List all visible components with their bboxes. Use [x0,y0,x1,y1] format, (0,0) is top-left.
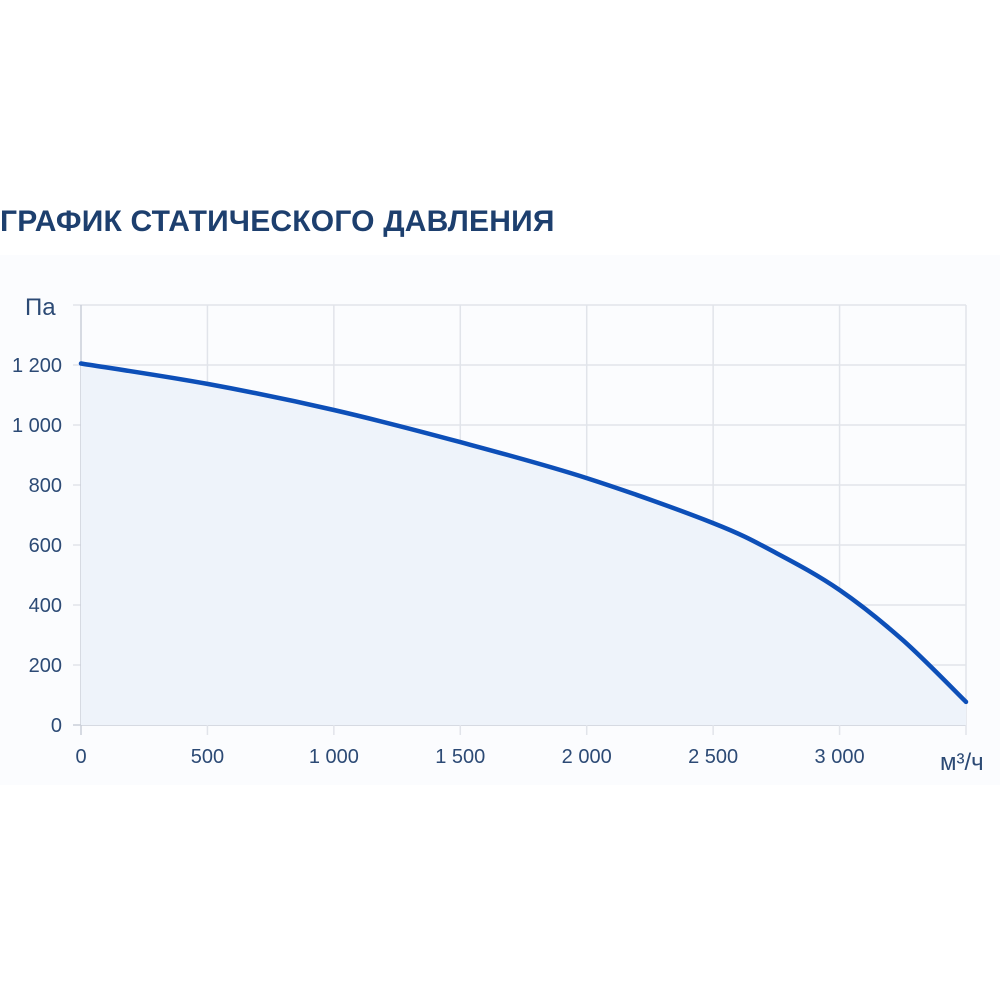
x-tick-label: 2 500 [688,746,738,768]
x-tick-label: 500 [191,746,224,768]
y-tick-label: 0 [51,715,62,737]
y-tick-label: 600 [29,535,62,557]
chart-title: ГРАФИК СТАТИЧЕСКОГО ДАВЛЕНИЯ [0,205,555,238]
x-tick-label: 3 000 [815,746,865,768]
y-tick-label: 1 200 [12,355,62,377]
y-tick-label: 800 [29,475,62,497]
series-line [78,361,969,705]
x-axis-label: м³/ч [940,749,984,776]
y-tick-label: 1 000 [12,415,62,437]
area-layer [78,361,969,725]
x-tick-label: 2 000 [562,746,612,768]
x-tick-label: 1 000 [309,746,359,768]
y-tick-label: 400 [29,595,62,617]
y-axis-label: Па [25,294,56,321]
x-tick-label: 0 [75,746,86,768]
series-area-fill [81,363,966,725]
x-tick-label: 1 500 [435,746,485,768]
tick-labels: 0 200 400 600 800 1 000 1 200 0 500 1 000 1 500 2 0… [12,355,865,768]
y-tick-label: 200 [29,655,62,677]
